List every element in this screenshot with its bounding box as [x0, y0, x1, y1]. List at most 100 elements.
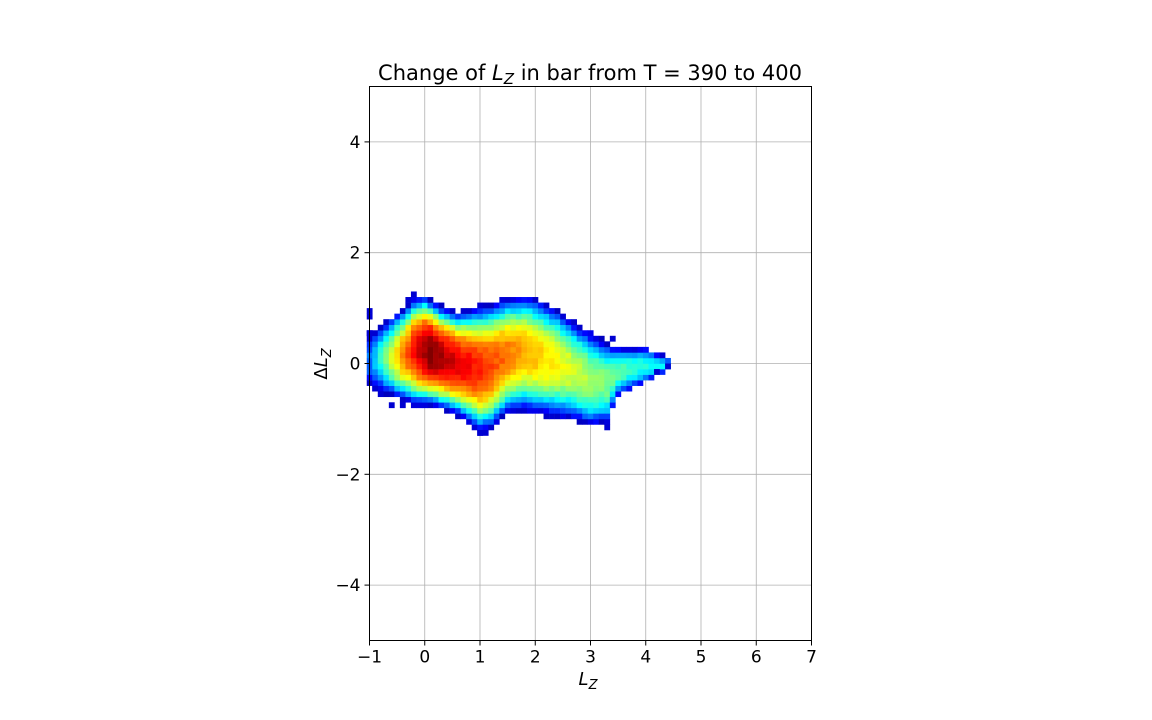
- heatmap-cell: [626, 380, 633, 386]
- heatmap-cell: [587, 330, 594, 337]
- heatmap-cell: [598, 396, 605, 403]
- heatmap-cell: [455, 402, 461, 409]
- heatmap-cell: [576, 407, 583, 414]
- heatmap-cell: [609, 402, 616, 409]
- heatmap-cell: [526, 407, 533, 414]
- heatmap-cell: [394, 374, 401, 381]
- heatmap-cell: [405, 346, 412, 353]
- heatmap-cell: [410, 396, 417, 403]
- heatmap-cell: [399, 324, 406, 331]
- heatmap-cell: [626, 346, 633, 353]
- heatmap-cell: [471, 319, 478, 326]
- heatmap-cell: [515, 380, 522, 386]
- heatmap-cell: [521, 308, 528, 314]
- heatmap-cell: [421, 391, 428, 398]
- heatmap-cell: [510, 357, 517, 364]
- heatmap-cell: [444, 308, 450, 314]
- heatmap-cell: [642, 374, 649, 381]
- heatmap-cell: [515, 297, 522, 303]
- heatmap-cell: [460, 319, 467, 326]
- heatmap-cell: [493, 418, 500, 425]
- heatmap-cell: [521, 396, 528, 403]
- heatmap-cell: [482, 330, 489, 337]
- heatmap-cell: [543, 396, 550, 403]
- heatmap-cell: [444, 341, 450, 348]
- heatmap-cell: [565, 407, 572, 414]
- heatmap-cell: [421, 324, 428, 331]
- heatmap-cell: [427, 380, 434, 386]
- heatmap-cell: [565, 402, 572, 409]
- heatmap-cell: [571, 391, 577, 398]
- heatmap-cell: [659, 363, 666, 370]
- heatmap-cell: [620, 369, 627, 375]
- heatmap-cell: [477, 357, 484, 364]
- heatmap-cell: [449, 335, 456, 342]
- heatmap-cell: [388, 330, 395, 337]
- heatmap-cell: [554, 319, 561, 326]
- heatmap-cell: [504, 335, 511, 342]
- heatmap-cell: [554, 357, 561, 364]
- heatmap-cell: [499, 335, 506, 342]
- heatmap-cell: [582, 369, 589, 375]
- heatmap-cell: [609, 396, 616, 403]
- heatmap-cell: [515, 302, 522, 309]
- heatmap-cell: [565, 357, 572, 364]
- heatmap-cell: [554, 308, 561, 314]
- heatmap-cell: [482, 352, 489, 359]
- heatmap-cell: [455, 352, 461, 359]
- heatmap-cell: [455, 407, 461, 414]
- heatmap-cell: [549, 369, 555, 375]
- chart-title: Change of LZ in bar from T = 390 to 400: [378, 61, 802, 88]
- heatmap-cell: [648, 363, 655, 370]
- heatmap-cell: [477, 380, 484, 386]
- heatmap-cell: [383, 369, 390, 375]
- heatmap-cell: [521, 335, 528, 342]
- heatmap-cell: [493, 302, 500, 309]
- heatmap-cell: [488, 363, 495, 370]
- heatmap-cell: [587, 396, 594, 403]
- heatmap-cell: [515, 407, 522, 414]
- heatmap-cell: [449, 324, 456, 331]
- heatmap-cell: [549, 335, 555, 342]
- heatmap-cell: [587, 402, 594, 409]
- heatmap-cell: [444, 330, 450, 337]
- heatmap-cell: [482, 413, 489, 420]
- heatmap-cell: [565, 380, 572, 386]
- heatmap-cell: [388, 391, 395, 398]
- heatmap-cell: [604, 352, 611, 359]
- heatmap-cell: [427, 402, 434, 409]
- heatmap-cell: [560, 380, 566, 386]
- heatmap-cell: [493, 357, 500, 364]
- heatmap-cell: [593, 374, 600, 381]
- heatmap-cell: [631, 380, 638, 386]
- heatmap-cell: [427, 369, 434, 375]
- axis-ticks: −1 0 1 2 3 4 5 6 7 −4 −2 0 2 4: [335, 133, 816, 668]
- heatmap-cell: [421, 396, 428, 403]
- heatmap-cell: [488, 324, 495, 331]
- heatmap-cell: [565, 330, 572, 337]
- heatmap-cell: [526, 319, 533, 326]
- heatmap-cell: [405, 380, 412, 386]
- heatmap-cell: [499, 407, 506, 414]
- heatmap-cell: [659, 352, 666, 359]
- heatmap-cell: [482, 429, 489, 436]
- heatmap-cell: [394, 363, 401, 370]
- heatmap-cell: [504, 380, 511, 386]
- heatmap-cell: [433, 380, 439, 386]
- heatmap-cell: [438, 308, 445, 314]
- heatmap-cell: [466, 324, 473, 331]
- heatmap-cell: [576, 374, 583, 381]
- heatmap-cell: [449, 363, 456, 370]
- y-tick-label: −2: [335, 465, 360, 485]
- heatmap-cell: [604, 341, 611, 348]
- heatmap-cell: [493, 385, 500, 392]
- heatmap-cell: [554, 341, 561, 348]
- heatmap-cell: [449, 346, 456, 353]
- heatmap-cell: [560, 363, 566, 370]
- heatmap-cell: [421, 346, 428, 353]
- heatmap-cell: [416, 357, 423, 364]
- heatmap-cell: [565, 346, 572, 353]
- heatmap-cell: [565, 324, 572, 331]
- heatmap-cell: [477, 352, 484, 359]
- heatmap-cell: [543, 324, 550, 331]
